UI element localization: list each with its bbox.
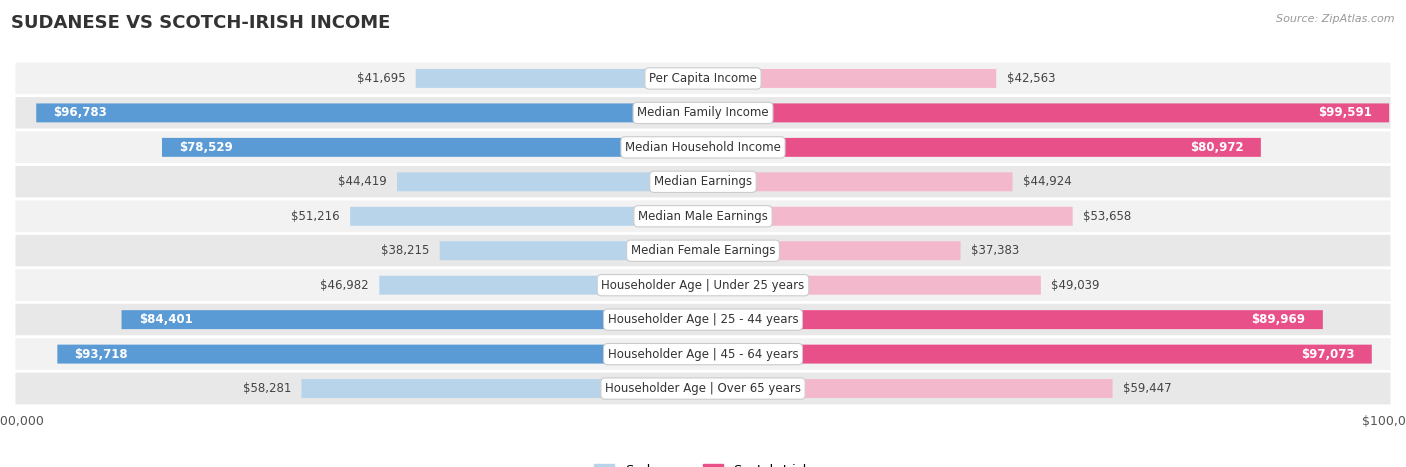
Text: $41,695: $41,695 [357,72,405,85]
FancyBboxPatch shape [58,345,703,364]
FancyBboxPatch shape [380,276,703,295]
FancyBboxPatch shape [703,172,1012,191]
FancyBboxPatch shape [14,234,1392,268]
Text: Median Female Earnings: Median Female Earnings [631,244,775,257]
FancyBboxPatch shape [37,103,703,122]
FancyBboxPatch shape [703,345,1372,364]
Text: Householder Age | 45 - 64 years: Householder Age | 45 - 64 years [607,347,799,361]
Text: $80,972: $80,972 [1189,141,1244,154]
FancyBboxPatch shape [703,103,1389,122]
FancyBboxPatch shape [703,379,1112,398]
Text: Per Capita Income: Per Capita Income [650,72,756,85]
Text: $42,563: $42,563 [1007,72,1054,85]
Text: $49,039: $49,039 [1052,279,1099,292]
Legend: Sudanese, Scotch-Irish: Sudanese, Scotch-Irish [589,459,817,467]
Text: $58,281: $58,281 [243,382,291,395]
FancyBboxPatch shape [416,69,703,88]
Text: Source: ZipAtlas.com: Source: ZipAtlas.com [1277,14,1395,24]
Text: $51,216: $51,216 [291,210,340,223]
FancyBboxPatch shape [14,268,1392,303]
FancyBboxPatch shape [350,207,703,226]
Text: $96,783: $96,783 [53,106,107,120]
Text: $38,215: $38,215 [381,244,429,257]
Text: $93,718: $93,718 [75,347,128,361]
Text: $78,529: $78,529 [179,141,233,154]
Text: $59,447: $59,447 [1123,382,1171,395]
Text: $89,969: $89,969 [1251,313,1306,326]
Text: Median Earnings: Median Earnings [654,175,752,188]
Text: Householder Age | 25 - 44 years: Householder Age | 25 - 44 years [607,313,799,326]
FancyBboxPatch shape [703,138,1261,157]
Text: Householder Age | Over 65 years: Householder Age | Over 65 years [605,382,801,395]
FancyBboxPatch shape [14,96,1392,130]
FancyBboxPatch shape [162,138,703,157]
Text: $84,401: $84,401 [139,313,193,326]
FancyBboxPatch shape [703,276,1040,295]
Text: $53,658: $53,658 [1083,210,1132,223]
Text: $37,383: $37,383 [972,244,1019,257]
FancyBboxPatch shape [703,310,1323,329]
FancyBboxPatch shape [121,310,703,329]
FancyBboxPatch shape [396,172,703,191]
FancyBboxPatch shape [14,130,1392,164]
Text: $46,982: $46,982 [321,279,368,292]
FancyBboxPatch shape [301,379,703,398]
Text: $99,591: $99,591 [1317,106,1372,120]
FancyBboxPatch shape [14,164,1392,199]
FancyBboxPatch shape [14,61,1392,96]
FancyBboxPatch shape [14,303,1392,337]
FancyBboxPatch shape [14,199,1392,234]
Text: $44,419: $44,419 [337,175,387,188]
FancyBboxPatch shape [14,337,1392,371]
FancyBboxPatch shape [703,241,960,260]
FancyBboxPatch shape [440,241,703,260]
Text: Median Male Earnings: Median Male Earnings [638,210,768,223]
Text: $97,073: $97,073 [1301,347,1354,361]
Text: Median Household Income: Median Household Income [626,141,780,154]
Text: Median Family Income: Median Family Income [637,106,769,120]
FancyBboxPatch shape [703,69,997,88]
Text: Householder Age | Under 25 years: Householder Age | Under 25 years [602,279,804,292]
Text: $44,924: $44,924 [1022,175,1071,188]
Text: SUDANESE VS SCOTCH-IRISH INCOME: SUDANESE VS SCOTCH-IRISH INCOME [11,14,391,32]
FancyBboxPatch shape [14,371,1392,406]
FancyBboxPatch shape [703,207,1073,226]
